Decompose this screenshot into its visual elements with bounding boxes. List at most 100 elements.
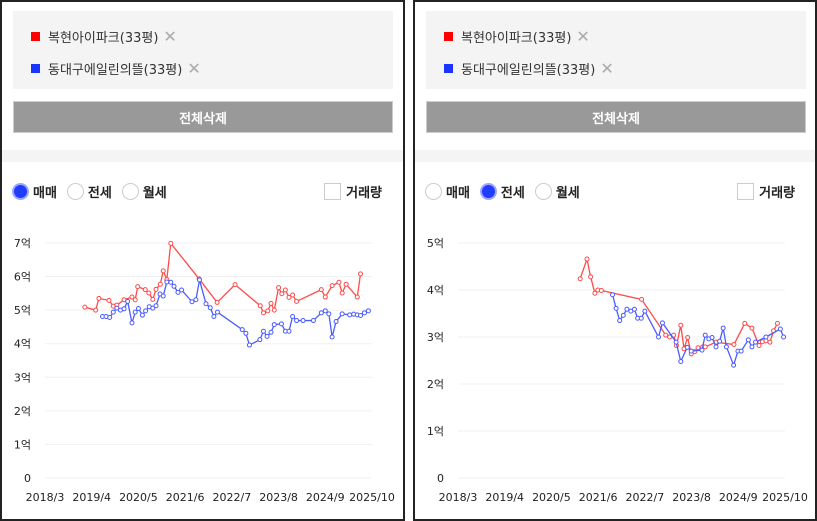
compare-legend: 복현아이파크(33평) ✕ 동대구에일린의뜰(33평) ✕ xyxy=(426,11,806,89)
data-point xyxy=(153,303,159,309)
data-point xyxy=(598,287,604,293)
trade-type-options: 매매 전세 월세 거래량 xyxy=(425,180,795,202)
data-point xyxy=(577,276,583,282)
data-point xyxy=(767,339,773,345)
data-point xyxy=(160,293,166,299)
close-icon[interactable]: ✕ xyxy=(163,26,177,46)
x-tick-label: 2021/6 xyxy=(166,491,205,504)
data-point xyxy=(164,279,170,285)
radio-circle[interactable] xyxy=(534,182,552,200)
blue-swatch xyxy=(31,63,40,73)
data-point xyxy=(276,285,282,291)
data-point xyxy=(717,338,723,344)
y-tick-label: 1억 xyxy=(14,438,31,451)
data-point xyxy=(777,326,783,332)
data-point xyxy=(146,290,152,296)
radio-sale[interactable]: 매매 xyxy=(12,182,57,201)
data-point xyxy=(197,277,203,283)
data-point xyxy=(239,327,245,333)
x-tick-label: 2024/9 xyxy=(306,491,345,504)
radio-circle[interactable] xyxy=(12,182,29,200)
volume-checkbox[interactable]: 거래량 xyxy=(324,182,382,201)
data-point xyxy=(264,333,270,339)
data-point xyxy=(678,322,684,328)
data-point xyxy=(135,305,141,311)
data-point xyxy=(114,305,120,311)
data-point xyxy=(214,309,220,315)
price-chart: 0 1억 2억 3억 4억 5억 2018/3 2019/4 2020/5 2021/6 2022/… xyxy=(427,237,808,504)
y-tick-label: 4억 xyxy=(427,284,444,297)
radio-circle[interactable] xyxy=(66,182,84,200)
data-point xyxy=(282,287,288,293)
data-point xyxy=(211,314,217,320)
delete-all-button[interactable]: 전체삭제 xyxy=(426,101,806,133)
data-point xyxy=(774,320,780,326)
radio-label: 매매 xyxy=(446,185,470,201)
radio-circle[interactable] xyxy=(425,182,442,200)
data-point xyxy=(336,279,342,285)
data-point xyxy=(279,291,285,297)
data-point xyxy=(745,337,751,343)
data-point xyxy=(125,298,131,304)
data-point xyxy=(347,312,353,318)
divider xyxy=(415,150,815,162)
x-tick-label: 2023/8 xyxy=(259,491,298,504)
data-point xyxy=(731,342,737,348)
radio-monthly[interactable]: 월세 xyxy=(121,182,167,201)
data-point xyxy=(168,240,174,246)
y-tick-label: 3억 xyxy=(14,371,31,384)
radio-monthly[interactable]: 월세 xyxy=(534,182,580,201)
data-point xyxy=(361,310,367,316)
data-point xyxy=(343,281,349,287)
data-point xyxy=(271,307,277,313)
x-tick-label: 2018/3 xyxy=(26,491,65,504)
y-tick-label: 4억 xyxy=(14,338,31,351)
data-point xyxy=(143,308,149,314)
radio-jeonse[interactable]: 전세 xyxy=(66,182,112,201)
data-point xyxy=(157,281,163,287)
data-point xyxy=(358,313,364,319)
data-point xyxy=(257,303,263,309)
radio-circle[interactable] xyxy=(121,182,139,200)
data-point xyxy=(139,312,145,318)
x-tick-label: 2025/10 xyxy=(349,491,395,504)
data-point xyxy=(96,295,102,301)
data-point xyxy=(232,282,238,288)
data-point xyxy=(286,328,292,334)
data-point xyxy=(763,334,769,340)
data-point xyxy=(268,300,274,306)
checkbox-box[interactable] xyxy=(324,182,342,200)
radio-jeonse[interactable]: 전세 xyxy=(479,182,525,201)
close-icon[interactable]: ✕ xyxy=(576,26,590,46)
y-tick-label: 5억 xyxy=(427,237,444,250)
price-chart: 0 1억 2억 3억 4억 5억 6억 7억 2018/3 2019/4 2020/5 2021/6 2… xyxy=(14,237,395,504)
data-point xyxy=(189,299,195,305)
legend-item: 복현아이파크(33평) ✕ xyxy=(31,26,177,46)
checkbox-box[interactable] xyxy=(737,182,755,200)
data-point xyxy=(106,297,112,303)
radio-circle[interactable] xyxy=(479,182,497,200)
data-point xyxy=(620,312,626,318)
data-point xyxy=(702,332,708,338)
delete-all-button[interactable]: 전체삭제 xyxy=(13,101,393,133)
volume-checkbox[interactable]: 거래량 xyxy=(737,182,795,201)
data-point xyxy=(322,294,328,300)
close-icon[interactable]: ✕ xyxy=(187,58,201,78)
trade-type-options: 매매 전세 월세 거래량 xyxy=(12,180,382,202)
data-point xyxy=(121,306,127,312)
data-point xyxy=(617,318,623,324)
close-icon[interactable]: ✕ xyxy=(600,58,614,78)
data-point xyxy=(673,339,679,345)
radio-sale[interactable]: 매매 xyxy=(425,182,470,201)
data-point xyxy=(318,310,324,316)
y-tick-label: 2억 xyxy=(14,405,31,418)
data-point xyxy=(720,325,726,331)
legend-label: 복현아이파크(33평) xyxy=(48,30,159,46)
data-point xyxy=(592,290,598,296)
data-point xyxy=(339,290,345,296)
data-point xyxy=(203,301,209,307)
x-tick-label: 2019/4 xyxy=(72,491,111,504)
data-point xyxy=(339,311,345,317)
data-point xyxy=(695,345,701,351)
data-point xyxy=(171,283,177,289)
